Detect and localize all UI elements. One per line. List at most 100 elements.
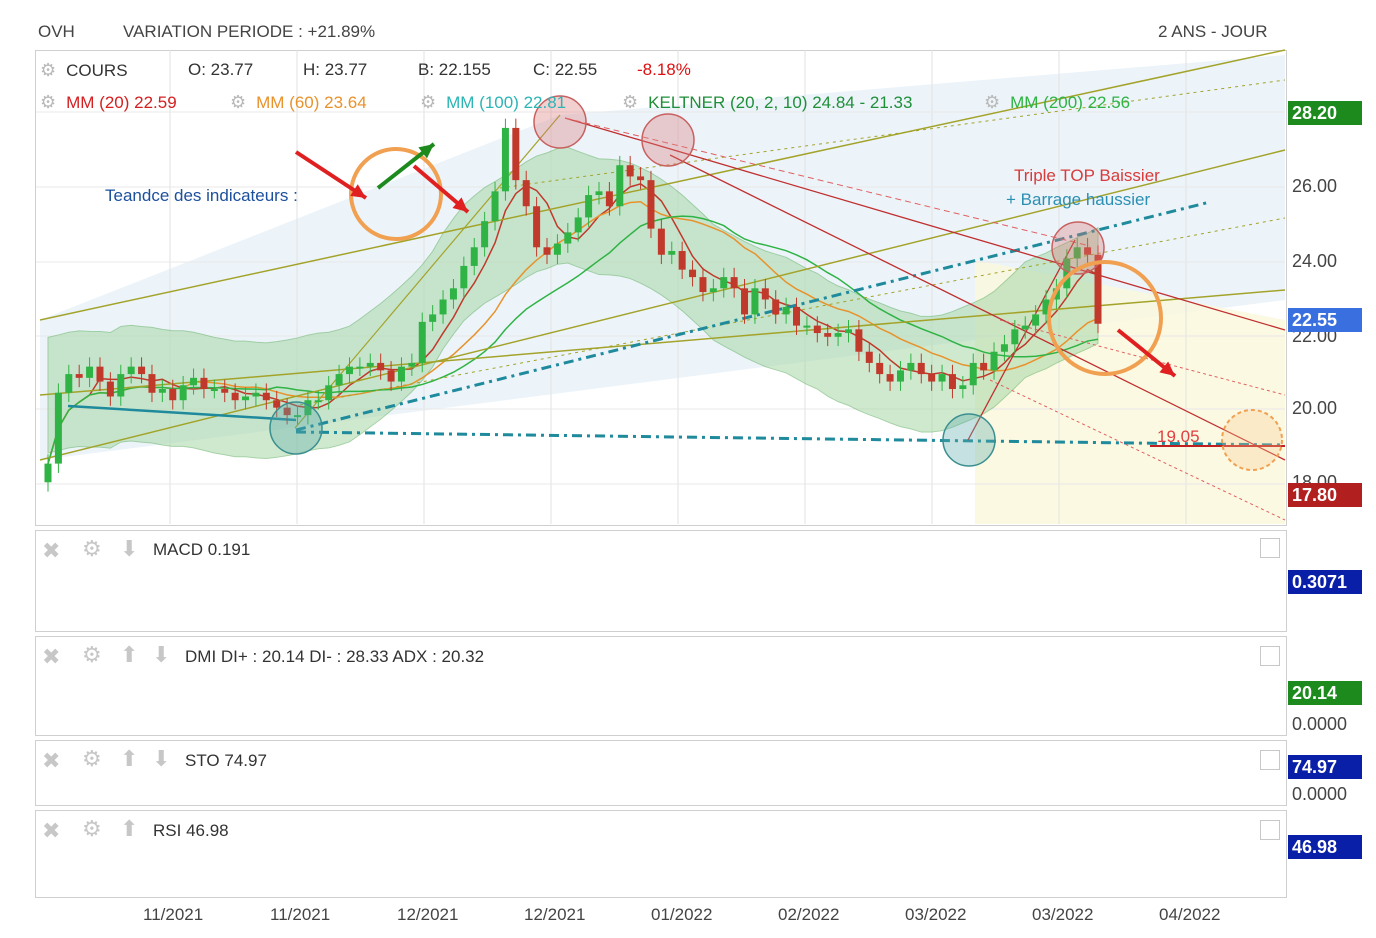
candle-body [585,195,593,218]
candle-body [512,127,520,181]
gear-icon[interactable]: ⚙ [82,816,102,841]
mm100-label: MM (100) 22.81 [446,93,567,112]
candle-body [834,333,842,337]
rsi-checkbox[interactable] [1260,820,1280,840]
mm200-line [47,215,1099,464]
macd-checkbox[interactable] [1260,538,1280,558]
xtick: 12/2021 [397,905,459,924]
price-low-tag: 17.80 [1288,483,1362,507]
dmi-panel[interactable] [35,636,1287,736]
candle-body [855,329,863,352]
candle-body [948,374,956,390]
close-icon[interactable]: ✖ [42,818,61,843]
trend-line [39,149,1286,461]
ytick: 26.00 [1292,176,1338,196]
candle-body [106,381,114,397]
candle-body [574,217,582,233]
gear-icon[interactable]: ⚙ [40,60,57,80]
candle-body [709,288,717,293]
support-line [67,404,297,422]
arrow-up-icon[interactable]: ⬆ [120,642,139,667]
candle-body [294,415,302,418]
candle-body [460,265,468,289]
range-label[interactable]: 2 ANS - JOUR [1158,22,1268,41]
candle-body [595,191,603,196]
candle-body [491,191,499,222]
sto-zero: 0.0000 [1292,784,1348,804]
candle-body [689,269,697,278]
macd-value: 0.191 [207,540,251,559]
open-value: O: 23.77 [188,60,254,79]
candle-body [533,206,541,248]
candle-body [1042,299,1050,315]
sto-name: STO [185,751,220,770]
arrow-down-icon[interactable]: ⬇ [120,536,139,561]
gear-icon[interactable]: ⚙ [622,92,639,112]
candle-body [429,314,437,322]
candle-body [210,389,218,392]
candle-body [397,366,405,382]
candle-body [917,362,925,375]
target-circle [1221,409,1283,471]
ytick: 24.00 [1292,251,1338,271]
macd-panel[interactable] [35,530,1287,632]
candle-body [626,165,634,177]
candle-body [127,366,135,375]
bottom-circle [942,413,996,467]
candle-body [242,396,250,401]
arrow-down-icon[interactable]: ⬇ [152,746,171,771]
candle-body [761,288,769,300]
candle-body [418,321,426,363]
gear-icon[interactable]: ⚙ [420,92,437,112]
xtick: 12/2021 [524,905,586,924]
dmi-checkbox[interactable] [1260,646,1280,666]
candle-body [803,325,811,328]
keltner-band [47,146,1099,459]
sto-panel[interactable] [35,740,1287,806]
close-icon[interactable]: ✖ [42,538,61,563]
arrow-up-icon[interactable]: ⬆ [120,816,139,841]
arrow-down-icon[interactable]: ⬇ [152,642,171,667]
close-icon[interactable]: ✖ [42,644,61,669]
legend-keltner: ⚙ KELTNER (20, 2, 10) 24.84 - 21.33 [622,92,912,113]
gear-icon[interactable]: ⚙ [984,92,1001,112]
candle-body [231,392,239,401]
close-icon[interactable]: ✖ [42,748,61,773]
candle-body [616,165,624,207]
gear-icon[interactable]: ⚙ [82,642,102,667]
candle-body [252,392,260,397]
candle-body [605,191,613,207]
gear-icon[interactable]: ⚙ [230,92,247,112]
resistance-line [669,154,1286,461]
sto-checkbox[interactable] [1260,750,1280,770]
trend-line [39,49,1286,321]
gear-icon[interactable]: ⚙ [40,92,57,112]
rsi-panel[interactable] [35,810,1287,898]
mm200-label: MM (200) 22.56 [1010,93,1131,112]
sto-tag: 74.97 [1288,755,1362,779]
trend-line-dotted [299,217,1286,406]
arrow-up-icon[interactable]: ⬆ [120,746,139,771]
candle-body [876,362,884,375]
candle-body [772,299,780,315]
mm20-label: MM (20) 22.59 [66,93,177,112]
candle-body [865,351,873,363]
ytick: 20.00 [1292,398,1338,418]
candle-body [793,306,801,326]
candle-body [356,366,364,369]
rsi-value: 46.98 [186,821,229,840]
resistance-line [564,117,1286,331]
legend-mm60: ⚙ MM (60) 23.64 [230,92,367,113]
gear-icon[interactable]: ⚙ [82,536,102,561]
mm60-label: MM (60) 23.64 [256,93,367,112]
candle-body [657,228,665,255]
candle-body [896,370,904,382]
close-value: C: 22.55 [533,60,598,79]
candle-body [553,243,561,255]
candle-body [481,221,489,248]
trend-label: Teandce des indicateurs : [105,186,298,205]
gear-icon[interactable]: ⚙ [82,746,102,771]
candle-body [387,370,395,382]
sto-label: STO 74.97 [185,751,267,771]
